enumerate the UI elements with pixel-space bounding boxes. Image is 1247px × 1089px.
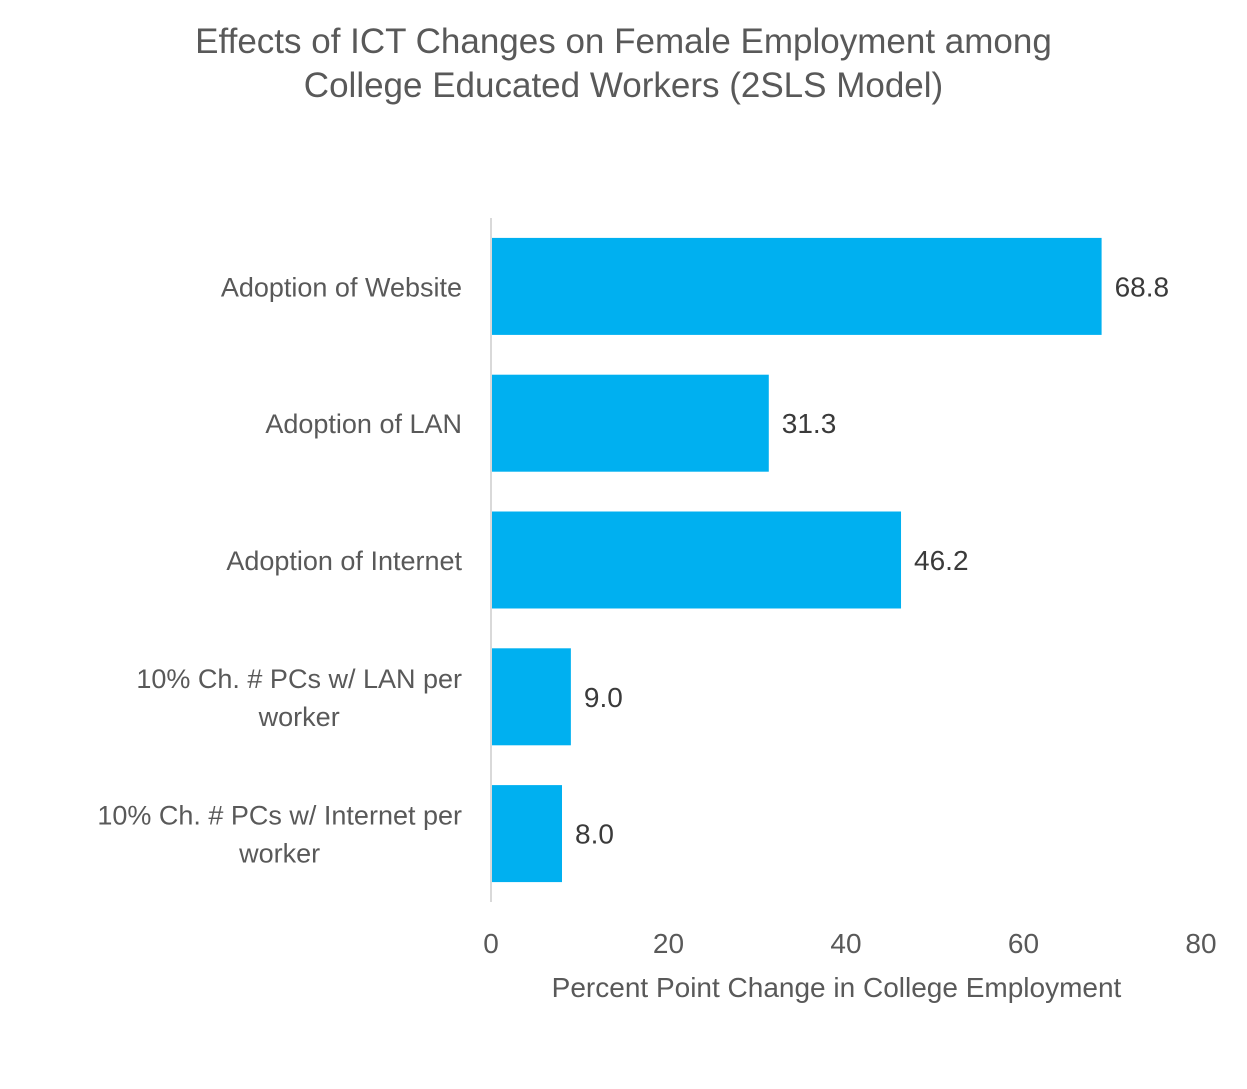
x-tick-label-2: 40 <box>830 928 861 959</box>
value-label-0: 68.8 <box>1115 271 1170 302</box>
category-label-3-line-1: worker <box>258 702 340 732</box>
chart-title-line-2: College Educated Workers (2SLS Model) <box>303 66 944 105</box>
category-label-3-line-0: 10% Ch. # PCs w/ LAN per <box>136 664 462 694</box>
x-tick-label-0: 0 <box>483 928 499 959</box>
value-label-4: 8.0 <box>575 819 614 850</box>
x-tick-label-4: 80 <box>1185 928 1216 959</box>
bar-0 <box>492 237 1102 335</box>
x-axis-title: Percent Point Change in College Employme… <box>552 972 1122 1003</box>
bar-1 <box>492 374 769 472</box>
x-tick-label-1: 20 <box>653 928 684 959</box>
category-label-2-line-0: Adoption of Internet <box>226 546 462 576</box>
x-tick-label-3: 60 <box>1008 928 1039 959</box>
category-label-4: 10% Ch. # PCs w/ Internet per worker <box>97 801 462 869</box>
bar-3 <box>492 648 571 746</box>
value-label-2: 46.2 <box>914 545 969 576</box>
chart-title-line-1: Effects of ICT Changes on Female Employm… <box>195 22 1052 61</box>
category-label-0-line-0: Adoption of Website <box>221 272 462 302</box>
category-label-4-line-1: worker <box>238 839 320 869</box>
category-label-4-line-0: 10% Ch. # PCs w/ Internet per <box>97 801 462 831</box>
category-label-3: 10% Ch. # PCs w/ LAN per worker <box>136 664 462 732</box>
value-label-3: 9.0 <box>584 682 623 713</box>
category-label-1: Adoption of LAN <box>265 409 462 439</box>
category-label-2: Adoption of Internet <box>226 546 462 576</box>
category-label-0: Adoption of Website <box>221 272 462 302</box>
bar-4 <box>492 785 562 883</box>
value-label-1: 31.3 <box>782 408 837 439</box>
bar-2 <box>492 511 902 609</box>
category-label-1-line-0: Adoption of LAN <box>265 409 462 439</box>
